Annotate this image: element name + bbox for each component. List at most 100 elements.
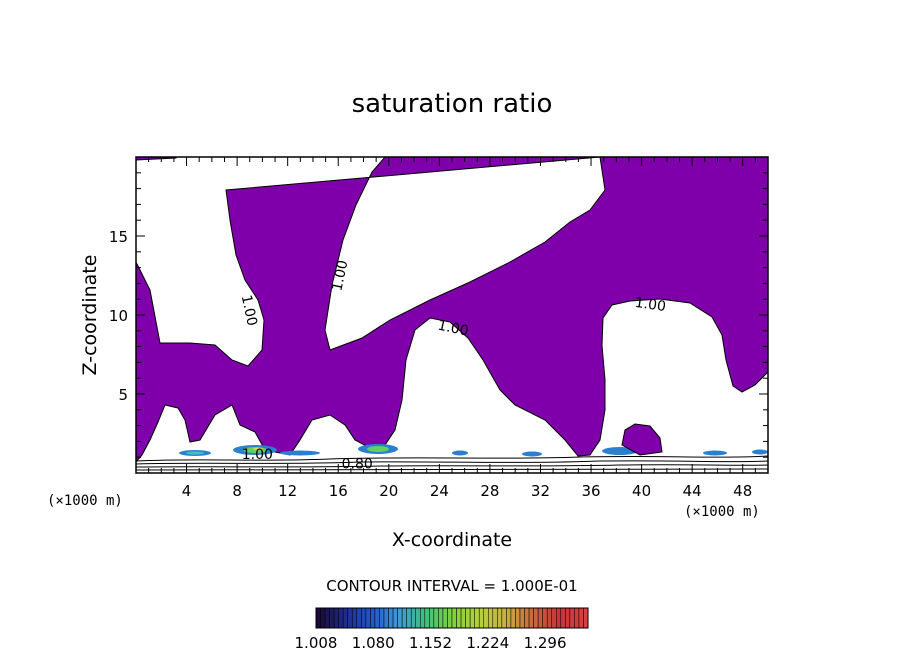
colorbar-cell xyxy=(442,607,448,629)
colorbar-cell xyxy=(361,607,367,629)
colorbar-cell xyxy=(429,607,435,629)
colorbar-cell xyxy=(342,607,348,629)
x-tick-label: 44 xyxy=(683,482,702,500)
x-tick-label: 16 xyxy=(329,482,348,500)
colorbar-cell xyxy=(410,607,416,629)
colorbar-cell xyxy=(420,607,426,629)
y-axis-label: Z-coordinate xyxy=(79,255,101,376)
patch xyxy=(186,451,204,455)
colorbar-cell xyxy=(324,607,330,629)
colorbar-cell xyxy=(519,607,525,629)
colorbar-cell xyxy=(392,607,398,629)
patch xyxy=(253,447,263,451)
colorbar-cell xyxy=(415,607,421,629)
colorbar-label: 1.296 xyxy=(524,634,567,652)
x-tick-label: 12 xyxy=(278,482,297,500)
x-tick-label: 40 xyxy=(632,482,651,500)
colorbar-cell xyxy=(365,607,371,629)
colorbar-label: 1.080 xyxy=(352,634,395,652)
colorbar-label: 1.224 xyxy=(466,634,509,652)
colorbar-cell xyxy=(438,607,444,629)
contour-label: 1.00 xyxy=(238,294,260,328)
colorbar-cell xyxy=(546,607,552,629)
colorbar-cell xyxy=(397,607,403,629)
colorbar-frame xyxy=(315,607,589,629)
colorbar-cell xyxy=(483,607,489,629)
colorbar-cell xyxy=(374,607,380,629)
colorbar-cell xyxy=(497,607,503,629)
colorbar-cell xyxy=(451,607,457,629)
colorbar-cell xyxy=(424,607,430,629)
contour-labels: 1.00 1.00 1.00 1.00 1.00 0.80 xyxy=(238,259,667,473)
patch xyxy=(452,450,468,456)
x-tick-label: 28 xyxy=(480,482,499,500)
colorbar-label: 1.008 xyxy=(295,634,338,652)
colorbar-cell xyxy=(447,607,453,629)
colorbar-cell xyxy=(528,607,534,629)
colorbar-cell xyxy=(465,607,471,629)
patch xyxy=(522,451,542,457)
colorbar-cell xyxy=(379,607,385,629)
filled-blob xyxy=(621,423,663,456)
x-tick-label: 8 xyxy=(232,482,242,500)
colorbar-cell xyxy=(565,607,571,629)
contour-label: 1.00 xyxy=(242,447,273,463)
colorbar-cell xyxy=(456,607,462,629)
patch xyxy=(280,450,320,456)
colorbar-cell xyxy=(506,607,512,629)
x-tick-label: 24 xyxy=(430,482,449,500)
colorbar-cell xyxy=(501,607,507,629)
y-tick-label: 15 xyxy=(109,228,128,246)
colorbar-cell xyxy=(406,607,412,629)
contour-label: 0.80 xyxy=(342,457,373,473)
chart-title: saturation ratio xyxy=(352,89,553,119)
colorbar-cell xyxy=(401,607,407,629)
surface-patches xyxy=(179,444,768,457)
colorbar-cell xyxy=(578,607,584,629)
x-tick-label: 20 xyxy=(379,482,398,500)
colorbar-cell xyxy=(510,607,516,629)
colorbar-cell xyxy=(388,607,394,629)
contour-line xyxy=(135,464,769,468)
colorbar-cell xyxy=(356,607,362,629)
colorbar-cell xyxy=(556,607,562,629)
contour-line xyxy=(135,455,769,462)
colorbar-cell xyxy=(469,607,475,629)
colorbar-labels: 1.008 1.080 1.152 1.224 1.296 xyxy=(295,634,567,652)
colorbar-cell xyxy=(315,607,321,629)
x-tick-label: 4 xyxy=(182,482,192,500)
colorbar-cell xyxy=(383,607,389,629)
x-tick-label: 32 xyxy=(531,482,550,500)
colorbar-cell xyxy=(488,607,494,629)
colorbar-cell xyxy=(574,607,580,629)
contour-label: 1.00 xyxy=(329,259,351,293)
colorbar-cell xyxy=(460,607,466,629)
colorbar-cell xyxy=(492,607,498,629)
colorbar-cell xyxy=(320,607,326,629)
colorbar-cell xyxy=(347,607,353,629)
colorbar-cell xyxy=(583,607,589,629)
colorbar-cell xyxy=(338,607,344,629)
colorbar-cell xyxy=(569,607,575,629)
x-tick-label: 36 xyxy=(581,482,600,500)
patch xyxy=(703,450,727,456)
y-tick-label: 5 xyxy=(118,386,128,404)
contour-line xyxy=(135,460,769,465)
colorbar-cell xyxy=(542,607,548,629)
colorbar-cell xyxy=(433,607,439,629)
colorbar-cell xyxy=(551,607,557,629)
colorbar-cell xyxy=(370,607,376,629)
colorbar xyxy=(315,607,589,629)
colorbar-cell xyxy=(560,607,566,629)
colorbar-cell xyxy=(515,607,521,629)
patch xyxy=(367,446,389,452)
contour-label: 1.00 xyxy=(634,295,667,315)
colorbar-cell xyxy=(352,607,358,629)
colorbar-label: 1.152 xyxy=(409,634,452,652)
colorbar-cell xyxy=(524,607,530,629)
x-axis-label: X-coordinate xyxy=(392,529,512,551)
colorbar-cell xyxy=(333,607,339,629)
